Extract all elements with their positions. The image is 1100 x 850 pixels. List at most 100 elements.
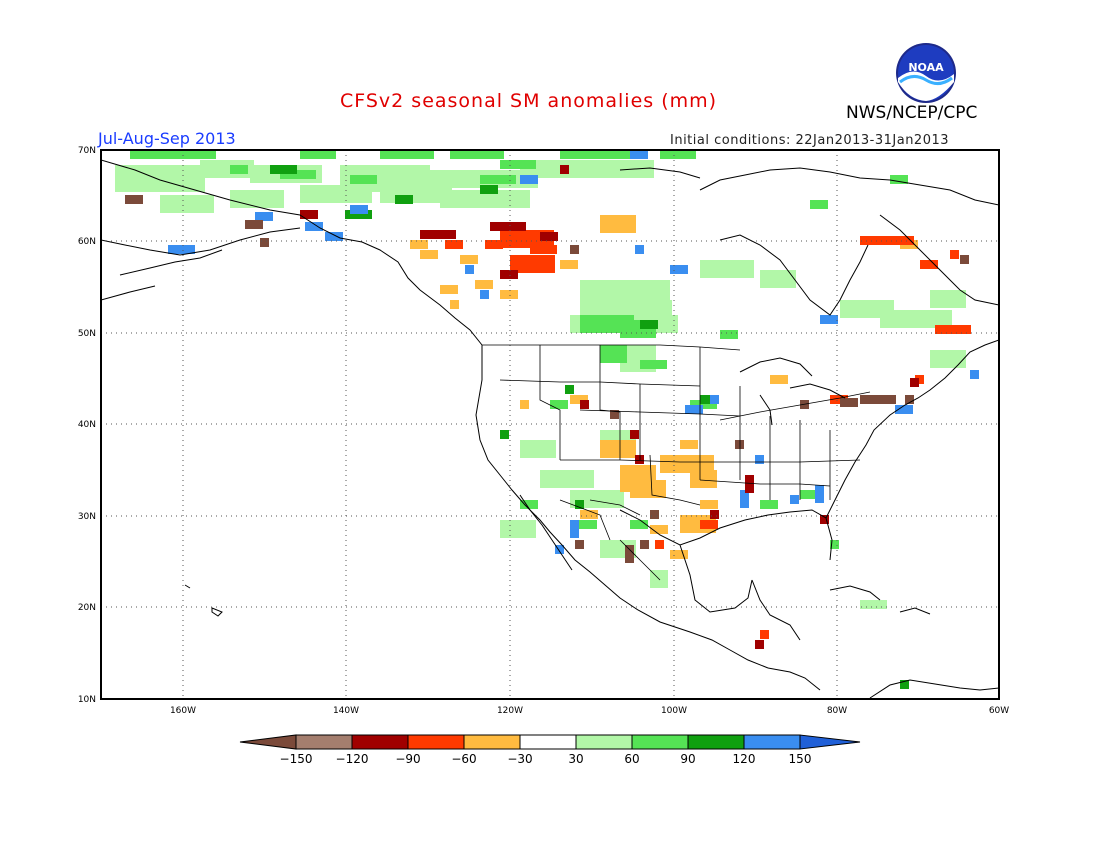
anomaly-cell bbox=[900, 680, 909, 689]
anomaly-cell bbox=[500, 430, 509, 439]
colorbar-segment bbox=[687, 734, 745, 750]
anomaly-cell bbox=[880, 310, 952, 328]
anomaly-cell bbox=[820, 315, 838, 324]
anomaly-cell bbox=[480, 175, 516, 184]
anomaly-cell bbox=[280, 170, 316, 179]
colorbar-segment bbox=[631, 734, 689, 750]
anomaly-cell bbox=[570, 245, 579, 254]
anomaly-cell bbox=[600, 215, 636, 233]
anomaly-cell bbox=[160, 195, 214, 213]
colorbar-segment bbox=[407, 734, 465, 750]
anomaly-cell bbox=[230, 165, 248, 174]
anomaly-cell bbox=[570, 520, 597, 529]
anomaly-cell bbox=[910, 378, 919, 387]
lat-label: 10N bbox=[78, 695, 96, 705]
colorbar-segment bbox=[295, 734, 353, 750]
anomaly-cells bbox=[115, 150, 979, 689]
anomaly-cell bbox=[700, 260, 754, 278]
anomaly-cell bbox=[690, 470, 717, 488]
anomaly-cell bbox=[440, 190, 530, 208]
anomaly-cell bbox=[540, 232, 558, 241]
anomaly-cell bbox=[270, 165, 297, 174]
anomaly-cell bbox=[255, 212, 273, 221]
colorbar-arrow-high bbox=[799, 734, 861, 750]
anomaly-cell bbox=[635, 245, 644, 254]
anomaly-cell bbox=[710, 510, 719, 519]
anomaly-cell bbox=[815, 485, 824, 503]
anomaly-cell bbox=[580, 400, 589, 409]
map-frame bbox=[100, 149, 1000, 700]
anomaly-cell bbox=[610, 410, 619, 419]
colorbar-label: −90 bbox=[395, 752, 420, 766]
anomaly-cell bbox=[130, 150, 184, 159]
anomaly-cell bbox=[510, 255, 555, 273]
colorbar-label: 120 bbox=[733, 752, 756, 766]
lon-label: 120W bbox=[497, 706, 523, 716]
colorbar-label: 150 bbox=[789, 752, 812, 766]
anomaly-cell bbox=[230, 190, 284, 208]
lat-label: 50N bbox=[78, 329, 96, 339]
anomaly-cell bbox=[575, 500, 584, 509]
anomaly-cell bbox=[260, 238, 269, 247]
anomaly-cell bbox=[420, 230, 456, 239]
anomaly-cell bbox=[325, 232, 343, 241]
colorbar-label: −30 bbox=[507, 752, 532, 766]
anomaly-cell bbox=[380, 150, 434, 159]
colorbar-arrow-low bbox=[239, 734, 297, 750]
noaa-logo: NOAA bbox=[896, 43, 956, 103]
anomaly-cell bbox=[650, 510, 659, 519]
anomaly-cell bbox=[770, 375, 788, 384]
lat-label: 70N bbox=[78, 146, 96, 156]
anomaly-cell bbox=[450, 300, 459, 309]
coastlines bbox=[101, 159, 999, 699]
lon-label: 80W bbox=[827, 706, 847, 716]
colorbar-label: −150 bbox=[280, 752, 313, 766]
anomaly-cell bbox=[500, 520, 536, 538]
anomaly-cell bbox=[905, 395, 914, 404]
anomaly-cell bbox=[930, 350, 966, 368]
colorbar-segment bbox=[463, 734, 521, 750]
season-label: Jul-Aug-Sep 2013 bbox=[98, 129, 236, 148]
anomaly-cell bbox=[350, 205, 368, 214]
anomaly-cell bbox=[720, 330, 738, 339]
anomaly-cell bbox=[570, 395, 588, 404]
anomaly-cell bbox=[755, 640, 764, 649]
colorbar-segment bbox=[743, 734, 801, 750]
anomaly-cell bbox=[820, 515, 829, 524]
anomaly-cell bbox=[575, 540, 584, 549]
anomaly-cell bbox=[690, 400, 717, 409]
anomaly-cell bbox=[500, 290, 518, 299]
anomaly-cell bbox=[760, 270, 796, 288]
lat-label: 20N bbox=[78, 603, 96, 613]
anomaly-cell bbox=[520, 175, 538, 184]
anomaly-cell bbox=[450, 150, 504, 159]
anomaly-cell bbox=[640, 540, 649, 549]
anomaly-cell bbox=[630, 480, 666, 498]
anomaly-cell bbox=[600, 440, 636, 458]
anomaly-cell bbox=[465, 265, 474, 274]
anomaly-cell bbox=[680, 440, 698, 449]
longitude-labels: 160W 140W 120W 100W 80W 60W bbox=[170, 706, 1009, 716]
anomaly-cell bbox=[625, 545, 634, 563]
anomaly-cell bbox=[480, 185, 498, 194]
anomaly-cell bbox=[490, 222, 526, 231]
svg-text:NOAA: NOAA bbox=[908, 61, 944, 74]
anomaly-cell bbox=[915, 375, 924, 384]
colorbar-label: −120 bbox=[336, 752, 369, 766]
anomaly-cell bbox=[635, 455, 644, 464]
anomaly-cell bbox=[660, 455, 714, 473]
anomaly-cell bbox=[560, 165, 569, 174]
anomaly-cell bbox=[960, 255, 969, 264]
anomaly-cell bbox=[760, 630, 769, 639]
anomaly-cell bbox=[420, 250, 438, 259]
anomaly-cell bbox=[345, 210, 372, 219]
anomaly-cell bbox=[125, 195, 143, 204]
anomaly-cell bbox=[755, 455, 764, 464]
anomaly-cell bbox=[570, 520, 579, 538]
colorbar-label: 60 bbox=[624, 752, 639, 766]
anomaly-cell bbox=[790, 495, 799, 504]
colorbar-labels: −150 −120 −90 −60 −30 30 60 90 120 150 bbox=[280, 752, 812, 766]
anomaly-cell bbox=[555, 545, 564, 554]
anomaly-cell bbox=[800, 490, 818, 499]
